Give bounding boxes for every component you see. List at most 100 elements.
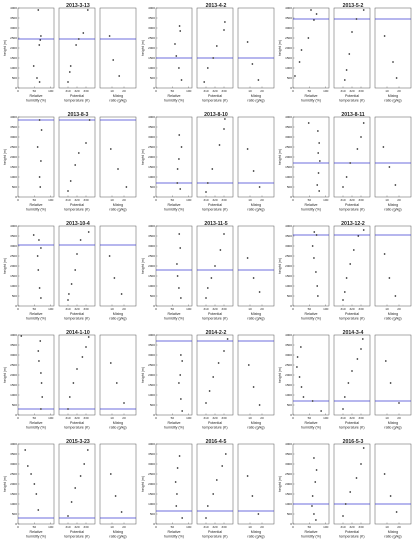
y-tick-label: 1500 [285,492,292,496]
mr-data-point [395,77,398,79]
theta-data-point [361,338,364,340]
x-tick-label: 10 [385,525,389,529]
theta-data-point [360,463,362,465]
x-tick-label: 310 [65,198,70,202]
x-tick-label: 100 [186,89,191,93]
x-tick-label: 20 [122,416,126,420]
x-tick-label: 10 [248,525,252,529]
x-tick-label: 10 [248,307,252,311]
rh-data-point [32,234,35,236]
theta-data-point [76,253,78,255]
x-tick-label: 100 [323,198,328,202]
x-tick-label: 10 [110,307,114,311]
y-axis-label: height (m) [278,367,282,383]
theta-data-point [349,263,352,265]
y-tick-label: 1000 [148,66,155,70]
x-axis-title: humidity (%) [301,317,321,321]
x-axis-title: humidity (%) [164,208,184,212]
x-axis-title: Mixing [113,530,123,534]
theta-subplot-frame [196,334,234,416]
rh-subplot-frame [292,334,330,416]
y-tick-label: 1000 [148,284,155,288]
x-axis-title: Mixing [388,530,398,534]
mr-data-point [395,511,398,513]
y-tick-label: 3000 [285,462,292,466]
theta-data-point [362,229,365,231]
x-axis-title: temperature (K) [339,426,364,430]
x-axis-title: Relative [305,530,318,534]
rh-data-point [180,398,182,400]
x-axis-title: Relative [168,312,181,316]
y-tick-label: 3500 [285,125,292,129]
x-tick-label: 330 [221,307,226,311]
y-tick-label: 3000 [285,353,292,357]
y-tick-label: 4000 [10,333,17,337]
y-tick-label: 3000 [285,244,292,248]
rh-data-point [178,25,181,27]
mr-data-point [389,495,392,497]
rh-data-point [178,233,181,235]
mr-subplot-frame [99,334,137,416]
y-tick-label: 500 [287,294,292,298]
theta-data-point [362,122,365,124]
rh-subplot-frame [17,116,55,198]
y-axis-label: height (m) [141,149,145,165]
mr-data-point [246,257,249,259]
mr-subplot-frame [237,116,275,198]
y-tick-label: 500 [12,512,17,516]
rh-data-point [178,67,180,69]
mr-data-point [251,63,254,65]
y-tick-label: 1500 [285,165,292,169]
x-axis-title: humidity (%) [26,99,46,103]
y-tick-label: 2000 [148,264,155,268]
theta-data-point [88,119,91,121]
theta-data-point [206,182,209,184]
y-tick-label: 500 [12,185,17,189]
x-axis-title: Relative [168,530,181,534]
theta-data-point [67,299,69,301]
y-tick-label: 3500 [10,452,17,456]
y-tick-label: 3000 [148,244,155,248]
x-tick-label: 320 [349,307,354,311]
y-tick-label: 4000 [285,224,292,228]
rh-data-point [40,382,43,384]
theta-data-point [343,79,346,81]
theta-subplot-frame [58,7,96,89]
theta-data-point [221,465,224,467]
panel-date-title: 2013-8-3 [68,112,89,118]
x-axis-title: temperature (K) [202,208,227,212]
x-tick-label: 310 [65,307,70,311]
x-tick-label: 330 [83,416,88,420]
x-axis-title: humidity (%) [26,535,46,539]
theta-data-point [347,382,350,384]
mr-data-point [115,382,118,384]
theta-data-point [345,277,348,279]
rh-data-point [24,449,27,451]
x-axis-title: ratio (g/kg) [247,208,264,212]
date-panel-group: 2013-5-2 height (m) 0 500 1000 1500 2000 2500 30… [278,3,412,103]
theta-data-point [82,32,85,34]
x-tick-label: 100 [48,198,53,202]
rh-data-point [37,509,40,511]
theta-subplot-frame [58,443,96,525]
x-axis-title: humidity (%) [164,535,184,539]
y-tick-label: 2000 [148,155,155,159]
date-panel-group: 2014-2-2 height (m) 0 500 1000 1500 2000 2500 30… [141,330,275,430]
theta-data-point [77,152,80,154]
rh-data-point [311,505,313,507]
theta-data-point [226,338,229,340]
x-axis-title: temperature (K) [339,208,364,212]
x-axis-title: Potential [70,312,84,316]
x-tick-label: 310 [65,416,70,420]
x-axis-title: Potential [208,530,222,534]
rh-data-point [38,360,40,362]
rh-subplot-frame [155,7,193,89]
y-tick-label: 3000 [285,135,292,139]
y-tick-label: 2000 [285,264,292,268]
y-tick-label: 4000 [10,442,17,446]
rh-data-point [311,245,314,247]
theta-data-point [223,233,225,235]
rh-data-point [178,134,181,136]
y-tick-label: 3000 [10,26,17,30]
theta-subplot-frame [196,443,234,525]
